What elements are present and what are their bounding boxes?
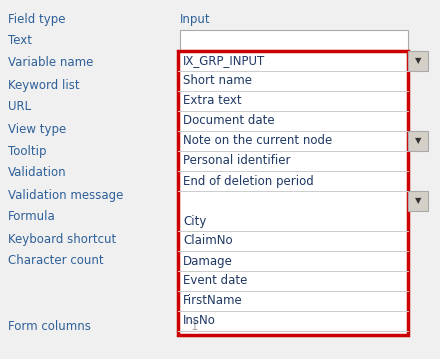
Text: Keyboard shortcut: Keyboard shortcut	[8, 233, 116, 246]
Text: Damage: Damage	[183, 255, 233, 267]
Text: ▼: ▼	[415, 136, 421, 145]
Text: URL: URL	[8, 101, 31, 113]
Bar	[408, 51, 428, 71]
Text: Document date: Document date	[183, 115, 275, 127]
Text: Character count: Character count	[8, 255, 104, 267]
Text: Formula: Formula	[8, 210, 56, 224]
Text: Extra text: Extra text	[183, 94, 242, 107]
Text: Variable name: Variable name	[8, 56, 93, 70]
Text: Input: Input	[180, 13, 211, 25]
Text: Form columns: Form columns	[8, 321, 91, 334]
Text: InsNo: InsNo	[183, 314, 216, 327]
Text: View type: View type	[8, 122, 66, 135]
Text: Field type: Field type	[8, 13, 66, 25]
Bar	[408, 191, 428, 211]
Bar	[180, 318, 208, 336]
Text: Event date: Event date	[183, 275, 247, 288]
Text: Short name: Short name	[183, 75, 252, 88]
Text: 1: 1	[190, 321, 198, 334]
Text: IX_GRP_INPUT: IX_GRP_INPUT	[183, 55, 265, 67]
Text: ▼: ▼	[415, 196, 421, 205]
Bar	[178, 51, 408, 335]
Text: Tooltip: Tooltip	[8, 145, 47, 158]
Text: Personal identifier: Personal identifier	[183, 154, 290, 168]
Text: FirstName: FirstName	[183, 294, 243, 308]
Text: Validation message: Validation message	[8, 188, 123, 201]
Text: End of deletion period: End of deletion period	[183, 174, 314, 187]
Text: Validation: Validation	[8, 167, 66, 180]
Text: ClaimNo: ClaimNo	[183, 234, 233, 247]
Text: Keyword list: Keyword list	[8, 79, 80, 92]
Text: City: City	[183, 214, 206, 228]
Bar	[408, 131, 428, 151]
Text: Text: Text	[8, 34, 32, 47]
Text: ▼: ▼	[415, 56, 421, 65]
Bar	[180, 30, 408, 50]
Text: Note on the current node: Note on the current node	[183, 135, 332, 148]
